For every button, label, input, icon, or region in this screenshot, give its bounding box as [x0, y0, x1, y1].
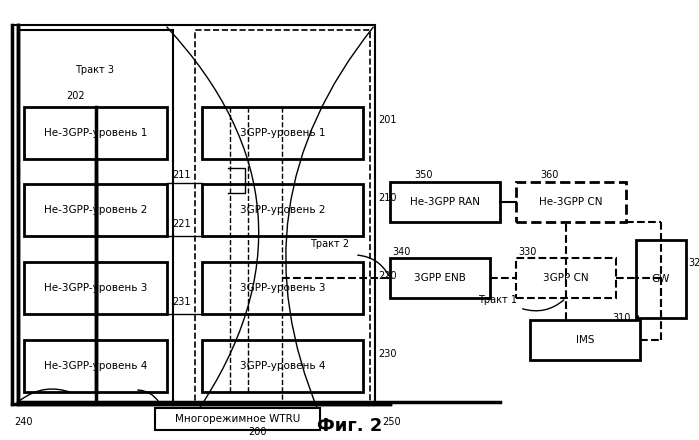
Bar [202, 107, 363, 159]
Bar [516, 182, 626, 222]
Bar [155, 408, 320, 430]
Text: 220: 220 [378, 271, 396, 281]
Bar [202, 262, 363, 314]
Text: 320: 320 [688, 258, 699, 268]
Text: Фиг. 2: Фиг. 2 [317, 417, 382, 435]
Text: Тракт 1: Тракт 1 [478, 295, 517, 305]
Text: 250: 250 [382, 417, 401, 427]
Bar [18, 30, 173, 402]
Text: 240: 240 [14, 417, 32, 427]
Text: Многорежимное WTRU: Многорежимное WTRU [175, 414, 300, 424]
Text: Не-3GPP RAN: Не-3GPP RAN [410, 197, 480, 207]
Text: 330: 330 [518, 247, 536, 257]
Text: 201: 201 [378, 115, 396, 125]
Bar [636, 240, 686, 318]
Bar [24, 184, 167, 236]
Text: 230: 230 [378, 349, 396, 359]
Text: 3GPP-уровень 2: 3GPP-уровень 2 [240, 205, 325, 215]
Bar [12, 25, 375, 405]
Text: 3GPP-уровень 1: 3GPP-уровень 1 [240, 128, 325, 138]
Bar [516, 258, 616, 298]
Bar [202, 340, 363, 392]
Text: IMS: IMS [576, 335, 594, 345]
Text: 211: 211 [172, 170, 191, 180]
Text: 3GPP-уровень 4: 3GPP-уровень 4 [240, 361, 325, 371]
Text: Не-3GPP-уровень 4: Не-3GPP-уровень 4 [44, 361, 147, 371]
Text: GW: GW [651, 274, 670, 284]
Bar [24, 340, 167, 392]
Text: Не-3GPP-уровень 3: Не-3GPP-уровень 3 [44, 283, 147, 293]
Bar [202, 184, 363, 236]
Text: 360: 360 [540, 170, 559, 180]
Text: 310: 310 [612, 313, 630, 323]
Bar [24, 107, 167, 159]
Text: Не-3GPP-уровень 1: Не-3GPP-уровень 1 [44, 128, 147, 138]
Text: 200: 200 [248, 427, 266, 437]
Text: 231: 231 [172, 297, 191, 307]
Text: 350: 350 [414, 170, 433, 180]
Text: Не-3GPP-уровень 2: Не-3GPP-уровень 2 [44, 205, 147, 215]
Bar [24, 262, 167, 314]
Bar [390, 258, 490, 298]
Text: 3GPP-уровень 3: 3GPP-уровень 3 [240, 283, 325, 293]
Text: 210: 210 [378, 193, 396, 203]
Text: 3GPP CN: 3GPP CN [543, 273, 589, 283]
Text: 202: 202 [66, 91, 85, 101]
Text: 340: 340 [392, 247, 410, 257]
Bar [195, 30, 370, 402]
Bar [530, 320, 640, 360]
Text: 221: 221 [172, 219, 191, 229]
Text: 3GPP ENB: 3GPP ENB [414, 273, 466, 283]
Text: Тракт 2: Тракт 2 [310, 239, 349, 249]
Text: Тракт 3: Тракт 3 [75, 65, 114, 75]
Text: Не-3GPP CN: Не-3GPP CN [539, 197, 603, 207]
Bar [390, 182, 500, 222]
